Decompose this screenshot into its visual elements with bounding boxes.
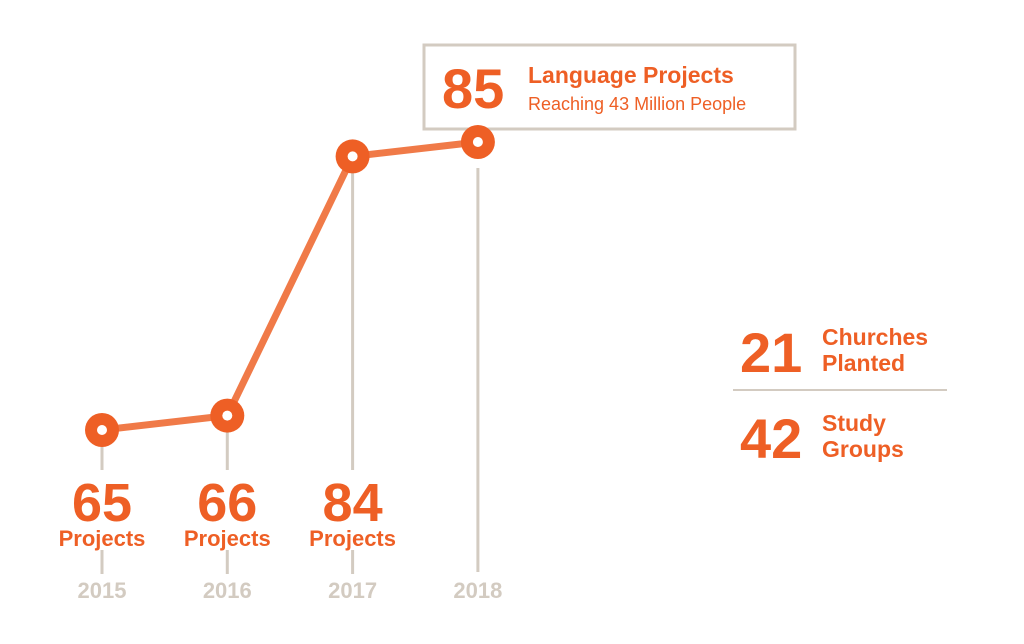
line xyxy=(101,138,479,434)
value-caption: Projects xyxy=(59,526,146,551)
value-label: 84 xyxy=(323,473,383,533)
value-label: 66 xyxy=(197,473,257,533)
callout-box xyxy=(422,43,797,131)
x-tick-label: 2015 xyxy=(78,578,127,603)
stat-value: 42 xyxy=(740,407,802,470)
point-center xyxy=(97,425,107,435)
value-label: 65 xyxy=(72,473,132,533)
x-tick-label: 2016 xyxy=(203,578,252,603)
point-center xyxy=(347,151,358,162)
point-center xyxy=(472,137,483,147)
x-tick-label: 2017 xyxy=(328,578,377,603)
callout-subtitle: Reaching 43 Million People xyxy=(528,94,746,114)
point-center xyxy=(222,410,233,421)
value-caption: Projects xyxy=(309,526,396,551)
stat-label: Groups xyxy=(822,436,904,462)
x-tick-label: 2018 xyxy=(453,578,502,603)
callout-title: Language Projects xyxy=(528,62,734,88)
stat-value: 21 xyxy=(740,321,802,384)
value-caption: Projects xyxy=(184,526,271,551)
stat-label: Churches xyxy=(822,324,928,350)
stat-label: Planted xyxy=(822,350,905,376)
callout-value: 85 xyxy=(442,57,504,120)
stat-label: Study xyxy=(822,410,886,436)
